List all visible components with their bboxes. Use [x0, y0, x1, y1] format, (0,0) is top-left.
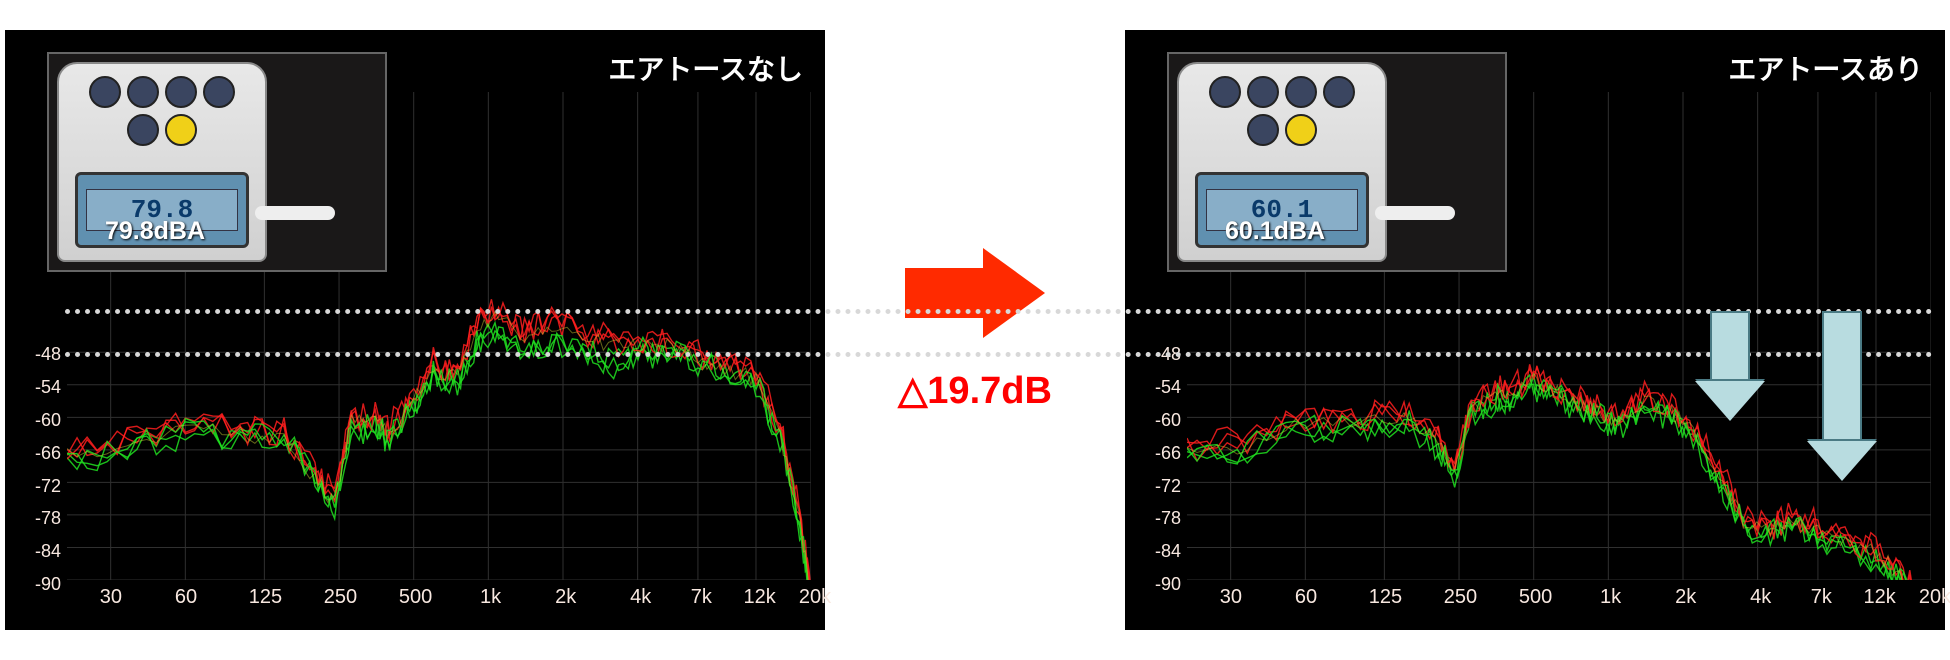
meter-button-icon — [203, 76, 235, 108]
meter-button-icon — [127, 76, 159, 108]
y-tick-label: -72 — [1135, 476, 1181, 497]
meter-button-icon — [1285, 76, 1317, 108]
meter-cable-icon — [255, 206, 335, 220]
meter-button-icon — [127, 114, 159, 146]
meter-buttons — [1179, 64, 1385, 158]
reference-line — [65, 352, 1933, 357]
x-tick-label: 60 — [1295, 586, 1317, 609]
x-tick-label: 500 — [1519, 586, 1552, 609]
meter-button-icon — [89, 76, 121, 108]
y-tick-label: -66 — [15, 443, 61, 464]
meter-button-icon — [1247, 114, 1279, 146]
y-tick-label: -60 — [1135, 410, 1181, 431]
x-axis-left: 30601252505001k2k4k7k12k20k — [67, 586, 811, 622]
x-tick-label: 7k — [1811, 586, 1832, 609]
x-tick-label: 4k — [1750, 586, 1771, 609]
y-tick-label: -66 — [1135, 443, 1181, 464]
meter-buttons — [59, 64, 265, 158]
y-tick-label: -78 — [1135, 508, 1181, 529]
x-tick-label: 250 — [324, 586, 357, 609]
meter-cable-icon — [1375, 206, 1455, 220]
sound-meter-photo-left: 79.8 79.8dBA — [47, 52, 387, 272]
comparison-wrap: エアトースなし 79.8 79.8dBA -48 -54 -60 -66 -72 -78 -… — [5, 30, 1945, 630]
reduction-arrow-icon — [1695, 311, 1765, 421]
meter-button-icon — [1247, 76, 1279, 108]
x-tick-label: 30 — [1220, 586, 1242, 609]
panel-without: エアトースなし 79.8 79.8dBA -48 -54 -60 -66 -72 -78 -… — [5, 30, 825, 630]
y-tick-label: -84 — [1135, 541, 1181, 562]
x-axis-right: 30601252505001k2k4k7k12k20k — [1187, 586, 1931, 622]
y-tick-label: -90 — [1135, 574, 1181, 595]
center-column: △19.7dB — [865, 248, 1085, 413]
x-tick-label: 500 — [399, 586, 432, 609]
y-tick-label: -78 — [15, 508, 61, 529]
meter-label-right: 60.1dBA — [1225, 217, 1325, 246]
y-tick-label: -90 — [15, 574, 61, 595]
panel-title-left: エアトースなし — [608, 48, 803, 88]
y-tick-label: -84 — [15, 541, 61, 562]
x-tick-label: 2k — [555, 586, 576, 609]
reduction-arrow-icon — [1807, 311, 1877, 481]
y-tick-label: -54 — [1135, 377, 1181, 398]
x-tick-label: 12k — [744, 586, 776, 609]
meter-button-icon — [165, 114, 197, 146]
x-tick-label: 125 — [1369, 586, 1402, 609]
x-tick-label: 7k — [691, 586, 712, 609]
arrow-right-icon — [905, 248, 1045, 338]
sound-meter-photo-right: 60.1 60.1dBA — [1167, 52, 1507, 272]
y-tick-label: -48 — [15, 344, 61, 365]
x-tick-label: 20k — [1919, 586, 1950, 609]
y-tick-label: -60 — [15, 410, 61, 431]
x-tick-label: 12k — [1864, 586, 1896, 609]
delta-db-label: △19.7dB — [898, 368, 1052, 413]
meter-button-icon — [1285, 114, 1317, 146]
x-tick-label: 4k — [630, 586, 651, 609]
panel-title-right: エアトースあり — [1728, 48, 1923, 88]
x-tick-label: 2k — [1675, 586, 1696, 609]
x-tick-label: 60 — [175, 586, 197, 609]
meter-button-icon — [1323, 76, 1355, 108]
x-tick-label: 30 — [100, 586, 122, 609]
y-tick-label: -54 — [15, 377, 61, 398]
reference-line — [65, 309, 1933, 314]
x-tick-label: 125 — [249, 586, 282, 609]
x-tick-label: 20k — [799, 586, 831, 609]
meter-label-left: 79.8dBA — [105, 217, 205, 246]
meter-button-icon — [1209, 76, 1241, 108]
meter-button-icon — [165, 76, 197, 108]
x-tick-label: 250 — [1444, 586, 1477, 609]
panel-with: エアトースあり 60.1 60.1dBA -48-54-60-66-72-78-… — [1125, 30, 1945, 630]
x-tick-label: 1k — [1600, 586, 1621, 609]
x-tick-label: 1k — [480, 586, 501, 609]
y-tick-label: -72 — [15, 476, 61, 497]
